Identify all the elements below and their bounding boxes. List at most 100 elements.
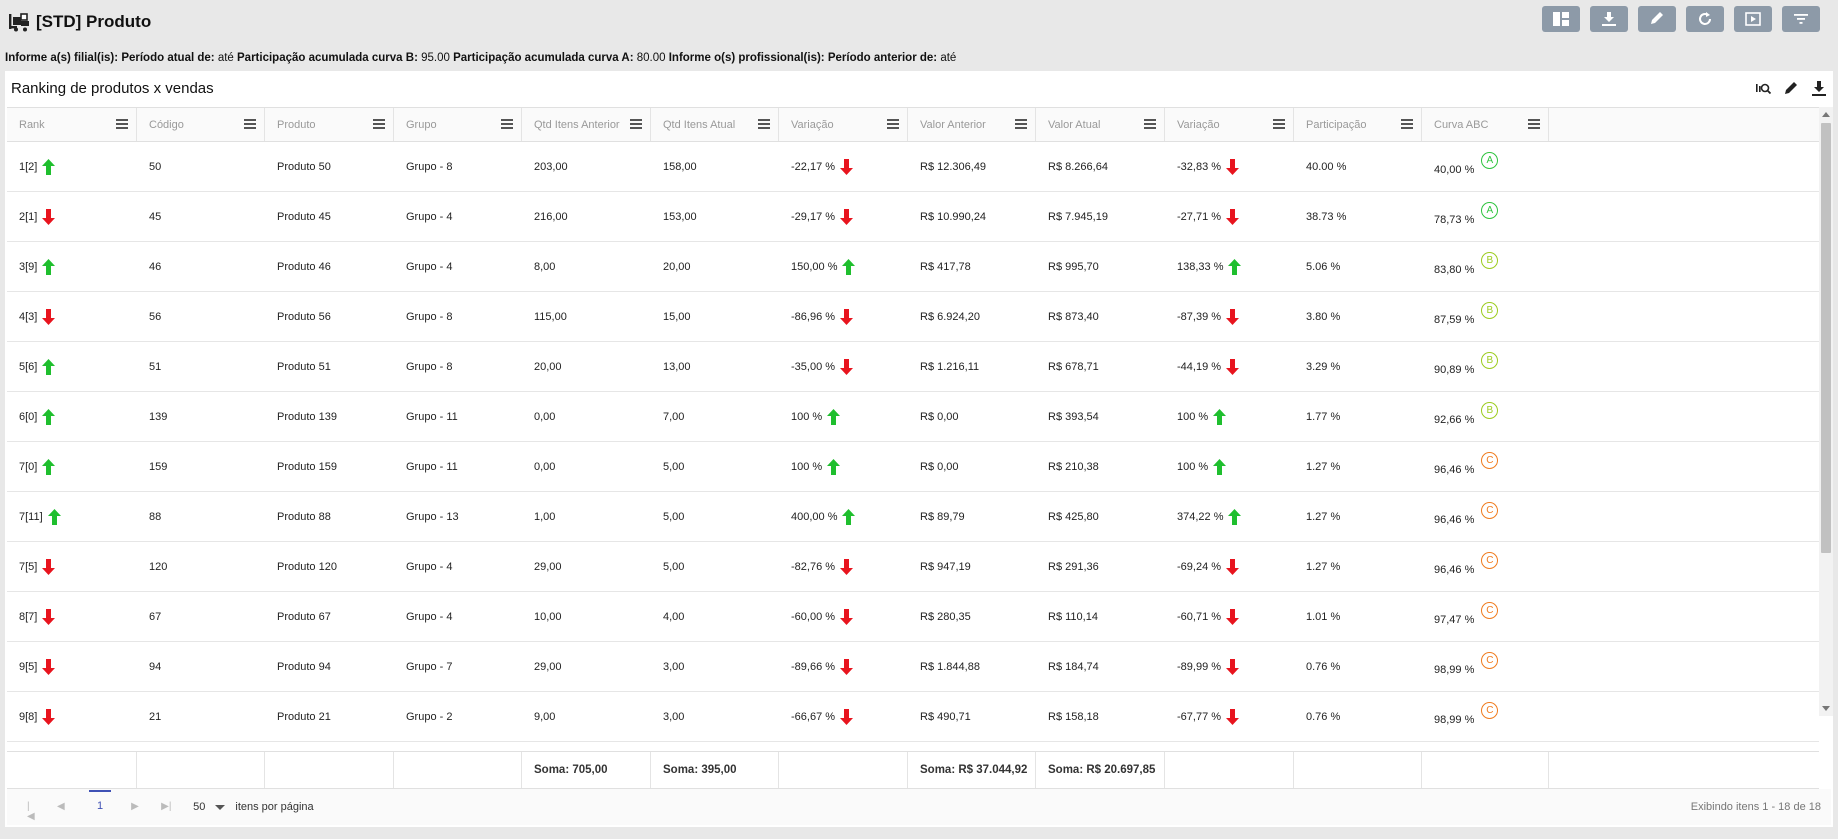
column-header-qtd-anterior[interactable]: Qtd Itens Anterior [522,108,651,141]
cell-participacao: 0.76 % [1294,692,1422,741]
table-row[interactable]: 7[11] 88 Produto 88 Grupo - 13 1,00 5,00 400,0… [7,492,1819,542]
filter-label-filial: Informe a(s) filial(is): [5,52,119,64]
panel-download-icon[interactable] [1811,80,1827,101]
panel-edit-icon[interactable] [1783,80,1799,101]
column-menu-icon[interactable] [373,119,385,129]
column-header-variacao-valor[interactable]: Variação [1165,108,1294,141]
cell-value: Grupo - 11 [406,460,458,473]
scroll-down-arrow-icon[interactable] [1822,706,1830,711]
layout-button[interactable] [1542,6,1580,32]
table-row[interactable]: 7[5] 120 Produto 120 Grupo - 4 29,00 5,00 -82,… [7,542,1819,592]
column-menu-icon[interactable] [758,119,770,129]
cell-value: -87,39 % [1177,310,1222,323]
cell-qtd-atual: 153,00 [651,192,779,241]
column-header-valor-atual[interactable]: Valor Atual [1036,108,1165,141]
cell-value: 6[0] [19,410,38,423]
cell-value: -69,24 % [1177,560,1222,573]
curva-abc-value: 96,46 % [1434,563,1475,576]
prev-page-icon[interactable]: ◀ [57,801,65,812]
column-header-valor-anterior[interactable]: Valor Anterior [908,108,1036,141]
column-menu-icon[interactable] [1015,119,1027,129]
zoom-data-icon[interactable] [1755,80,1772,101]
cell-value: -89,66 % [791,660,836,673]
cell-codigo: 56 [137,292,265,341]
column-header-label: Valor Atual [1048,119,1101,131]
footer-cell-qtd-anterior: Soma: 705,00 [522,752,651,788]
column-menu-icon[interactable] [1401,119,1413,129]
column-header-curva-abc[interactable]: Curva ABC [1422,108,1549,141]
cell-variacao-valor: 374,22 % [1165,492,1294,541]
column-header-variacao-qtd[interactable]: Variação [779,108,908,141]
table-row[interactable]: 8[7] 67 Produto 67 Grupo - 4 10,00 4,00 -60,00… [7,592,1819,642]
cell-value: 374,22 % [1177,510,1224,523]
cell-value: 15,00 [663,310,691,323]
cell-valor-anterior: R$ 6.924,20 [908,292,1036,341]
cell-grupo: Grupo - 8 [394,342,522,391]
grid-scrollbar[interactable] [1819,107,1833,716]
column-menu-icon[interactable] [1528,119,1540,129]
table-row[interactable]: 5[6] 51 Produto 51 Grupo - 8 20,00 13,00 -35,0… [7,342,1819,392]
arrow-down-icon [1226,158,1240,175]
table-row[interactable]: 2[1] 45 Produto 45 Grupo - 4 216,00 153,00 -29… [7,192,1819,242]
scroll-up-arrow-icon[interactable] [1822,112,1830,117]
table-row[interactable]: 4[3] 56 Produto 56 Grupo - 8 115,00 15,00 -86,… [7,292,1819,342]
cell-qtd-anterior: 20,00 [522,342,651,391]
next-page-icon[interactable]: ▶ [131,801,139,812]
column-header-rank[interactable]: Rank [7,108,137,141]
arrow-down-icon [840,658,854,675]
table-row[interactable]: 9[5] 94 Produto 94 Grupo - 7 29,00 3,00 -89,66… [7,642,1819,692]
column-menu-icon[interactable] [887,119,899,129]
curva-badge: B [1481,352,1499,369]
filter-button[interactable] [1782,6,1820,32]
page-number-button[interactable]: 1 [89,790,112,820]
play-button[interactable] [1734,6,1772,32]
table-row[interactable]: 6[0] 139 Produto 139 Grupo - 11 0,00 7,00 100 … [7,392,1819,442]
cell-value: 38.73 % [1306,210,1347,223]
page-size-select[interactable]: 50 [193,801,226,813]
cell-value: -35,00 % [791,360,836,373]
cell-value: 203,00 [534,160,568,173]
column-header-label: Variação [1177,119,1220,131]
cell-value: 46 [149,260,162,273]
table-row[interactable]: 3[9] 46 Produto 46 Grupo - 4 8,00 20,00 150,00… [7,242,1819,292]
column-menu-icon[interactable] [244,119,256,129]
first-page-icon[interactable]: |◀ [27,801,35,822]
cell-codigo: 94 [137,642,265,691]
page-size-value: 50 [193,801,206,813]
column-header-qtd-atual[interactable]: Qtd Itens Atual [651,108,779,141]
arrow-down-icon [840,608,854,625]
table-row[interactable]: 9[8] 21 Produto 21 Grupo - 2 9,00 3,00 -66,67 … [7,692,1819,742]
panel-tools [1755,80,1827,101]
column-menu-icon[interactable] [1273,119,1285,129]
table-row[interactable]: 7[0] 159 Produto 159 Grupo - 11 0,00 5,00 100 … [7,442,1819,492]
download-button[interactable] [1590,6,1628,32]
column-header-codigo[interactable]: Código [137,108,265,141]
arrow-down-icon [42,608,56,625]
cell-value: R$ 417,78 [920,260,971,273]
curva-abc-value: 83,80 % [1434,263,1475,276]
scroll-thumb[interactable] [1821,123,1831,553]
cell-participacao: 38.73 % [1294,192,1422,241]
pager-info: Exibindo itens 1 - 18 de 18 [1690,801,1821,813]
cell-variacao-valor: -87,39 % [1165,292,1294,341]
column-header-grupo[interactable]: Grupo [394,108,522,141]
last-page-icon[interactable]: ▶| [161,801,172,812]
cell-curva-abc: 40,00 % A [1422,142,1549,191]
column-header-participacao[interactable]: Participação [1294,108,1422,141]
cell-variacao-qtd: -66,67 % [779,692,908,741]
column-menu-icon[interactable] [501,119,513,129]
edit-button[interactable] [1638,6,1676,32]
table-row[interactable]: 1[2] 50 Produto 50 Grupo - 8 203,00 158,00 -22… [7,142,1819,192]
cell-produto: Produto 45 [265,192,394,241]
refresh-button[interactable] [1686,6,1724,32]
cell-produto: Produto 21 [265,692,394,741]
column-menu-icon[interactable] [116,119,128,129]
column-menu-icon[interactable] [1144,119,1156,129]
arrow-down-icon [1226,608,1240,625]
column-header-produto[interactable]: Produto [265,108,394,141]
cell-valor-anterior: R$ 0,00 [908,442,1036,491]
cell-value: Grupo - 4 [406,210,453,223]
footer-cell-produto [265,752,394,788]
column-menu-icon[interactable] [630,119,642,129]
cell-qtd-atual: 5,00 [651,542,779,591]
